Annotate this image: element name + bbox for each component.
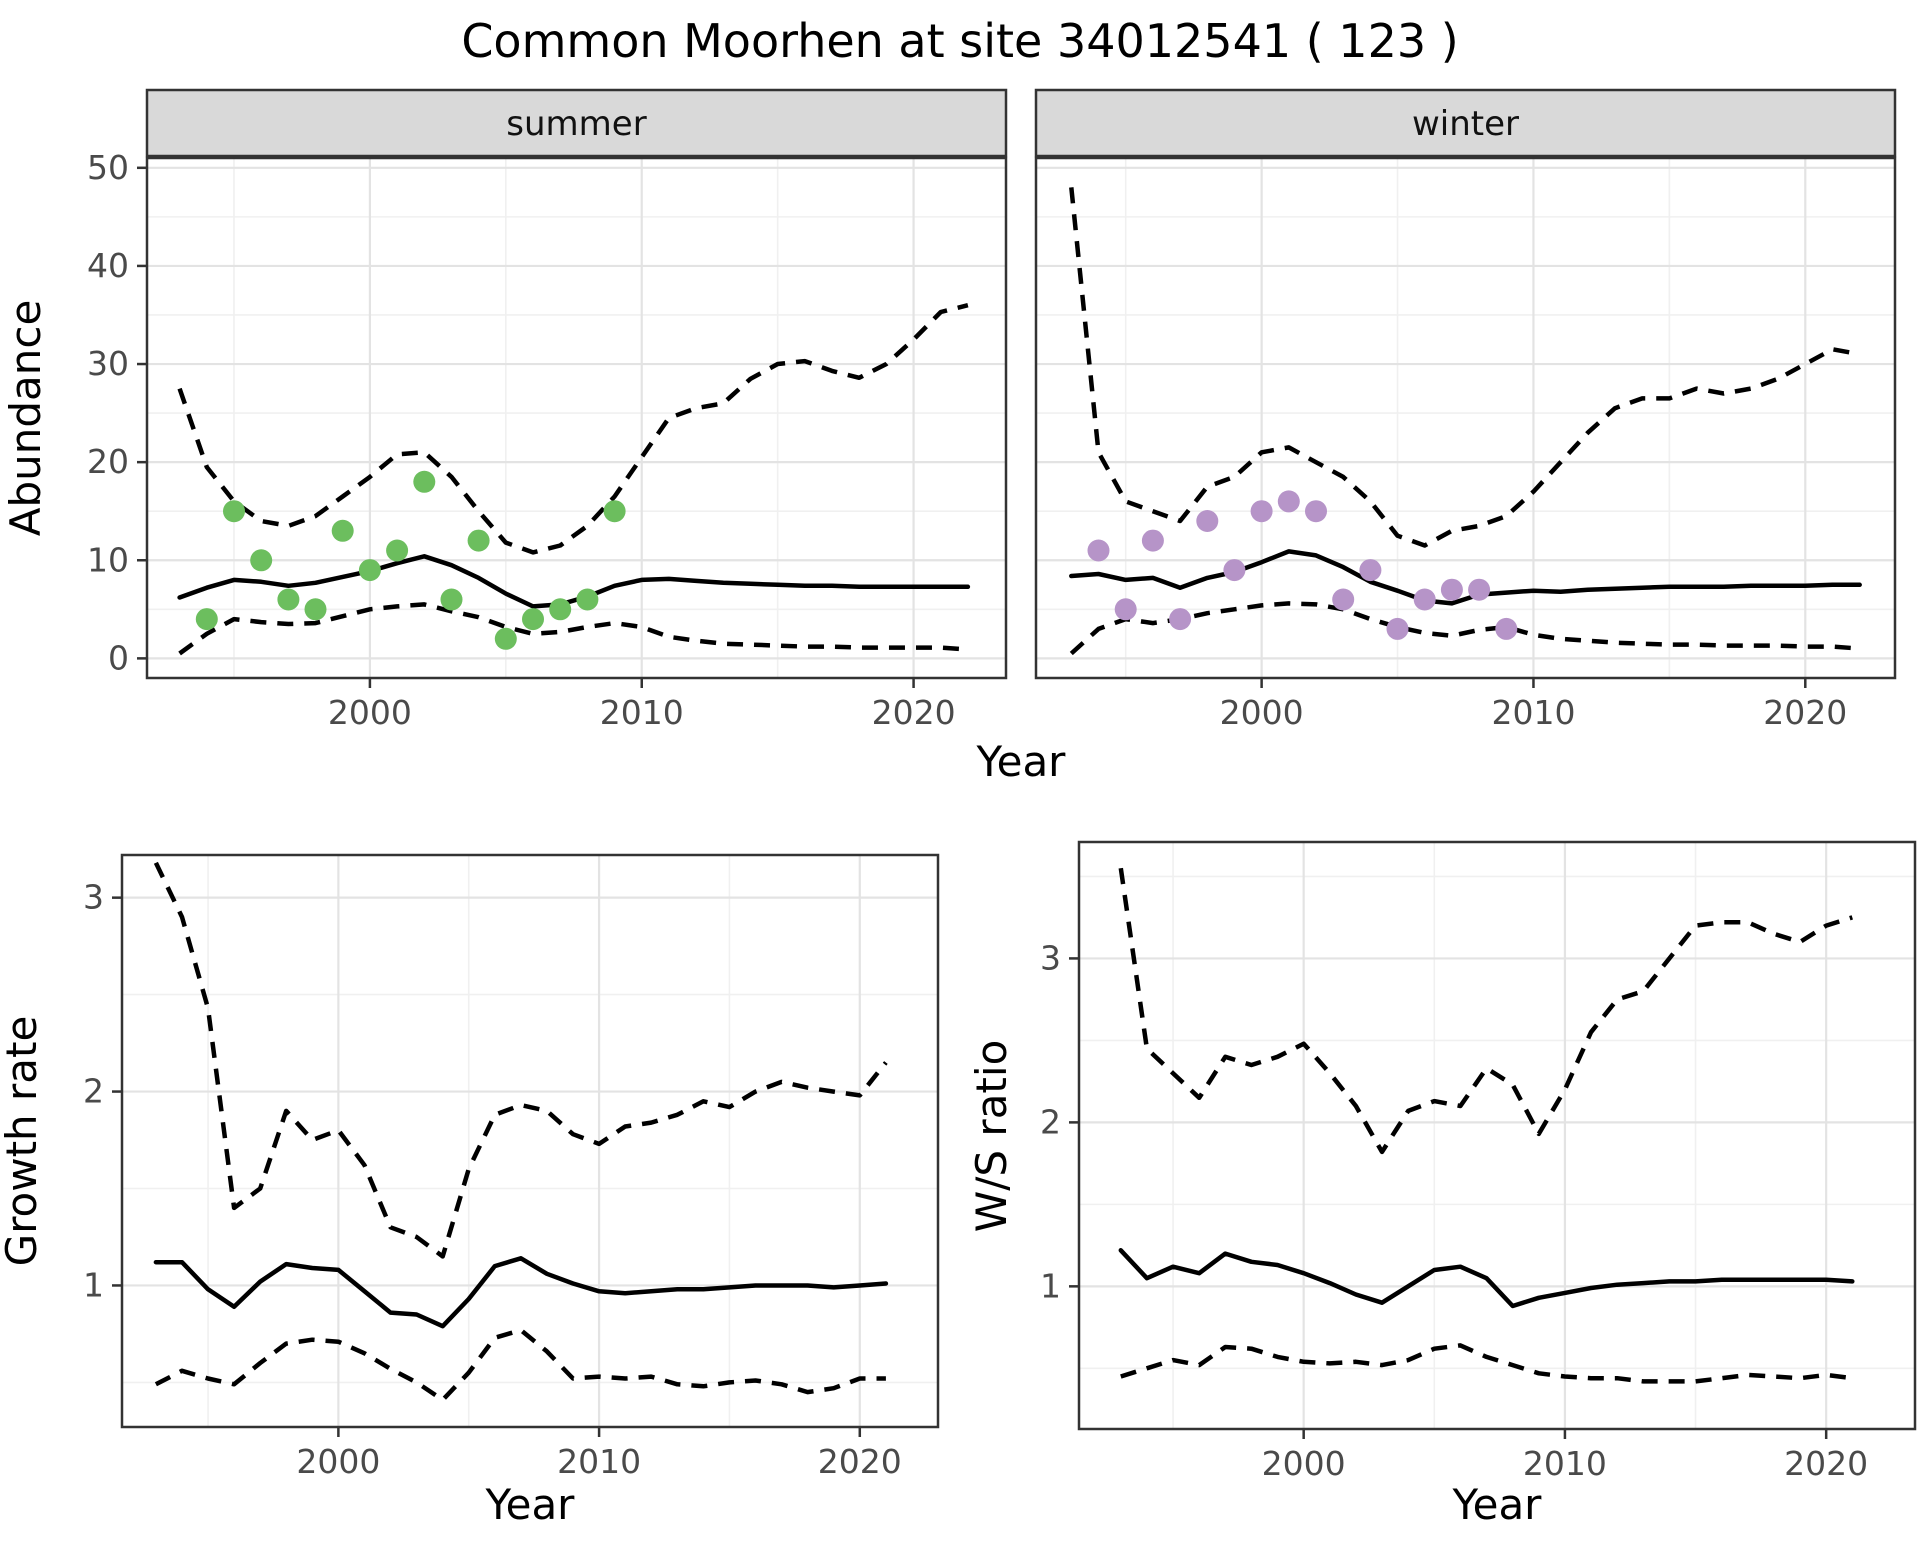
lower-ci-line (178, 602, 969, 656)
abundance_winter-observed-point (1196, 510, 1219, 532)
y-tick-label: 20 (87, 442, 129, 481)
lower-ci-line (1069, 601, 1860, 656)
abundance_winter-observed-point (1114, 598, 1137, 621)
x-tick-label: 2010 (1491, 693, 1575, 732)
abundance_winter-observed-point (1169, 608, 1192, 631)
abundance_summer-observed-point (304, 598, 327, 621)
lower-ci-line (1120, 1343, 1853, 1384)
abundance_summer-observed-point (250, 549, 273, 572)
facet-strip (1034, 88, 1897, 158)
median-fit-line (177, 554, 971, 609)
median-fit-line (1118, 1248, 1855, 1309)
abundance_summer-observed-point (440, 588, 463, 611)
y-tick-label: 10 (87, 540, 129, 579)
abundance_winter-observed-point (1305, 500, 1327, 523)
median-fit-line (1069, 549, 1862, 606)
x-tick-label: 2010 (600, 693, 684, 732)
abundance_winter-observed-point (1413, 588, 1436, 611)
facet-strip-label: summer (506, 104, 646, 144)
ws-year-axis-label: Year (1452, 1480, 1543, 1529)
abundance_summer-observed-point (549, 598, 572, 621)
y-tick-label: 2 (1040, 1102, 1061, 1141)
x-tick-label: 2010 (557, 1442, 641, 1481)
panel-background (1079, 842, 1915, 1429)
abundance_summer-observed-point (576, 588, 599, 611)
x-tick-label: 2010 (1523, 1444, 1607, 1483)
growth_rate-panel: 2000 2010 2020 1 2 3 (83, 853, 940, 1481)
abundance_winter-observed-point (1223, 559, 1246, 582)
abundance_winter-panel: 2000 2010 2020 winter (1034, 88, 1897, 732)
y-tick-label: 1 (83, 1265, 104, 1304)
y-tick-label: 2 (83, 1072, 104, 1111)
y-tick-label: 0 (108, 638, 129, 677)
ws_ratio-panel: 2000 2010 2020 1 2 3 (1040, 840, 1917, 1483)
upper-ci-line (177, 303, 969, 555)
abundance_winter-observed-point (1277, 490, 1300, 513)
abundance_summer-observed-point (413, 470, 436, 493)
growth-rate-axis-label: Growth rate (0, 1016, 46, 1267)
abundance_summer-observed-point (277, 588, 300, 611)
median-fit-line (153, 1256, 889, 1329)
abundance_summer-observed-point (603, 500, 626, 523)
abundance_winter-observed-point (1440, 578, 1463, 601)
upper-ci-line (153, 861, 888, 1259)
y-tick-label: 1 (1040, 1266, 1061, 1305)
abundance_summer-observed-point (223, 500, 245, 523)
growth-year-axis-label: Year (485, 1480, 576, 1529)
panel-border (1077, 840, 1917, 1431)
panel-border (1034, 156, 1897, 680)
panels-group: 2000 2010 2020 0 10 20 30 40 50 summer 2000 2010 202… (83, 88, 1917, 1483)
abundance_winter-observed-point (1141, 529, 1164, 552)
ws-ratio-axis-label: W/S ratio (967, 1040, 1016, 1233)
panel-border (145, 156, 1008, 680)
panel-background (122, 855, 938, 1427)
x-tick-label: 2020 (872, 693, 956, 732)
y-tick-label: 3 (1040, 938, 1061, 977)
abundance_winter-observed-point (1495, 617, 1518, 640)
y-tick-label: 30 (87, 344, 129, 383)
x-tick-label: 2000 (1262, 1444, 1346, 1483)
x-tick-label: 2000 (296, 1442, 380, 1481)
abundance_winter-observed-point (1359, 559, 1382, 582)
upper-ci-line (1069, 187, 1861, 548)
abundance_winter-observed-point (1468, 578, 1491, 601)
abundance_summer-panel: 2000 2010 2020 0 10 20 30 40 50 summer (87, 88, 1008, 732)
abundance_winter-observed-point (1087, 539, 1110, 562)
abundance_winter-observed-point (1332, 588, 1355, 611)
y-tick-label: 50 (87, 148, 129, 187)
y-tick-label: 40 (87, 246, 129, 285)
abundance-axis-label: Abundance (1, 300, 50, 537)
x-tick-label: 2020 (818, 1442, 902, 1481)
x-tick-label: 2020 (1784, 1444, 1868, 1483)
abundance_summer-observed-point (386, 539, 409, 562)
abundance_summer-observed-point (494, 627, 517, 650)
panel-background (1036, 158, 1895, 678)
y-tick-label: 3 (83, 878, 104, 917)
abundance_winter-observed-point (1250, 500, 1273, 523)
facet-strip (145, 88, 1008, 158)
x-tick-label: 2020 (1763, 693, 1847, 732)
upper-ci-line (1118, 867, 1853, 1155)
lower-ci-line (154, 1327, 886, 1403)
facet-strip-label: winter (1412, 104, 1519, 144)
top-year-axis-label: Year (976, 737, 1067, 786)
panel-border (120, 853, 940, 1429)
figure-title: Common Moorhen at site 34012541 ( 123 ) (461, 14, 1458, 68)
abundance_summer-observed-point (195, 608, 218, 631)
x-tick-label: 2000 (328, 693, 412, 732)
abundance_summer-observed-point (358, 559, 381, 582)
abundance_summer-observed-point (331, 519, 354, 542)
abundance_winter-observed-point (1386, 617, 1409, 640)
abundance_summer-observed-point (522, 608, 544, 631)
x-tick-label: 2000 (1220, 693, 1304, 732)
abundance_summer-observed-point (467, 529, 490, 552)
